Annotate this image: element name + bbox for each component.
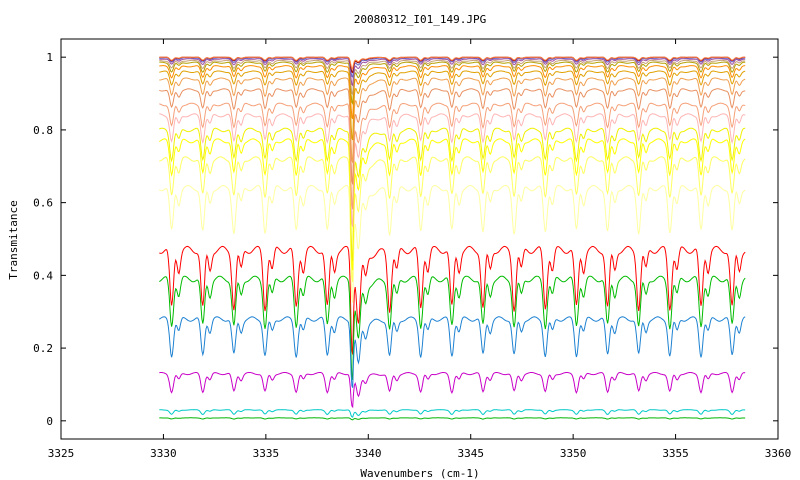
series-line (159, 371, 746, 409)
series-line (159, 102, 746, 210)
series-line (159, 113, 746, 228)
x-tick-label: 3335 (253, 447, 280, 460)
x-axis-label: Wavenumbers (cm-1) (360, 467, 479, 480)
series-line (159, 61, 746, 106)
series-layer (159, 56, 746, 421)
x-tick-label: 3345 (457, 447, 484, 460)
series-line (159, 156, 746, 282)
y-tick-label: 0 (46, 415, 53, 428)
series-line (159, 56, 746, 70)
series-line (159, 316, 746, 388)
series-line (159, 58, 746, 87)
series-line (159, 77, 746, 163)
series-line (159, 184, 746, 303)
series-line (159, 127, 746, 262)
x-tick-label: 3360 (765, 447, 792, 460)
axis-layer: 3325 3330 3335 3340 3345 3350 3355 3360 0 0.2 0.4 0… (33, 39, 791, 460)
series-line (159, 138, 746, 271)
x-tick-label: 3325 (48, 447, 75, 460)
series-line (159, 88, 746, 185)
y-tick-label: 0.8 (33, 124, 53, 137)
series-line (159, 65, 746, 120)
series-line (159, 275, 746, 381)
plot-area-frame (60, 38, 779, 440)
y-tick-label: 0.4 (33, 269, 53, 282)
x-tick-label: 3355 (662, 447, 689, 460)
x-tick-label: 3340 (355, 447, 382, 460)
series-line (159, 409, 746, 418)
series-line (159, 59, 746, 97)
chart-title: 20080312_I01_149.JPG (354, 13, 486, 26)
series-line (159, 245, 746, 355)
series-line (159, 70, 746, 141)
y-tick-label: 1 (46, 51, 53, 64)
x-tick-label: 3330 (150, 447, 177, 460)
x-tick-label: 3350 (560, 447, 587, 460)
y-axis-label: Transmitance (7, 200, 20, 279)
series-line (159, 417, 746, 421)
y-tick-label: 0.2 (33, 342, 53, 355)
y-tick-label: 0.6 (33, 197, 53, 210)
